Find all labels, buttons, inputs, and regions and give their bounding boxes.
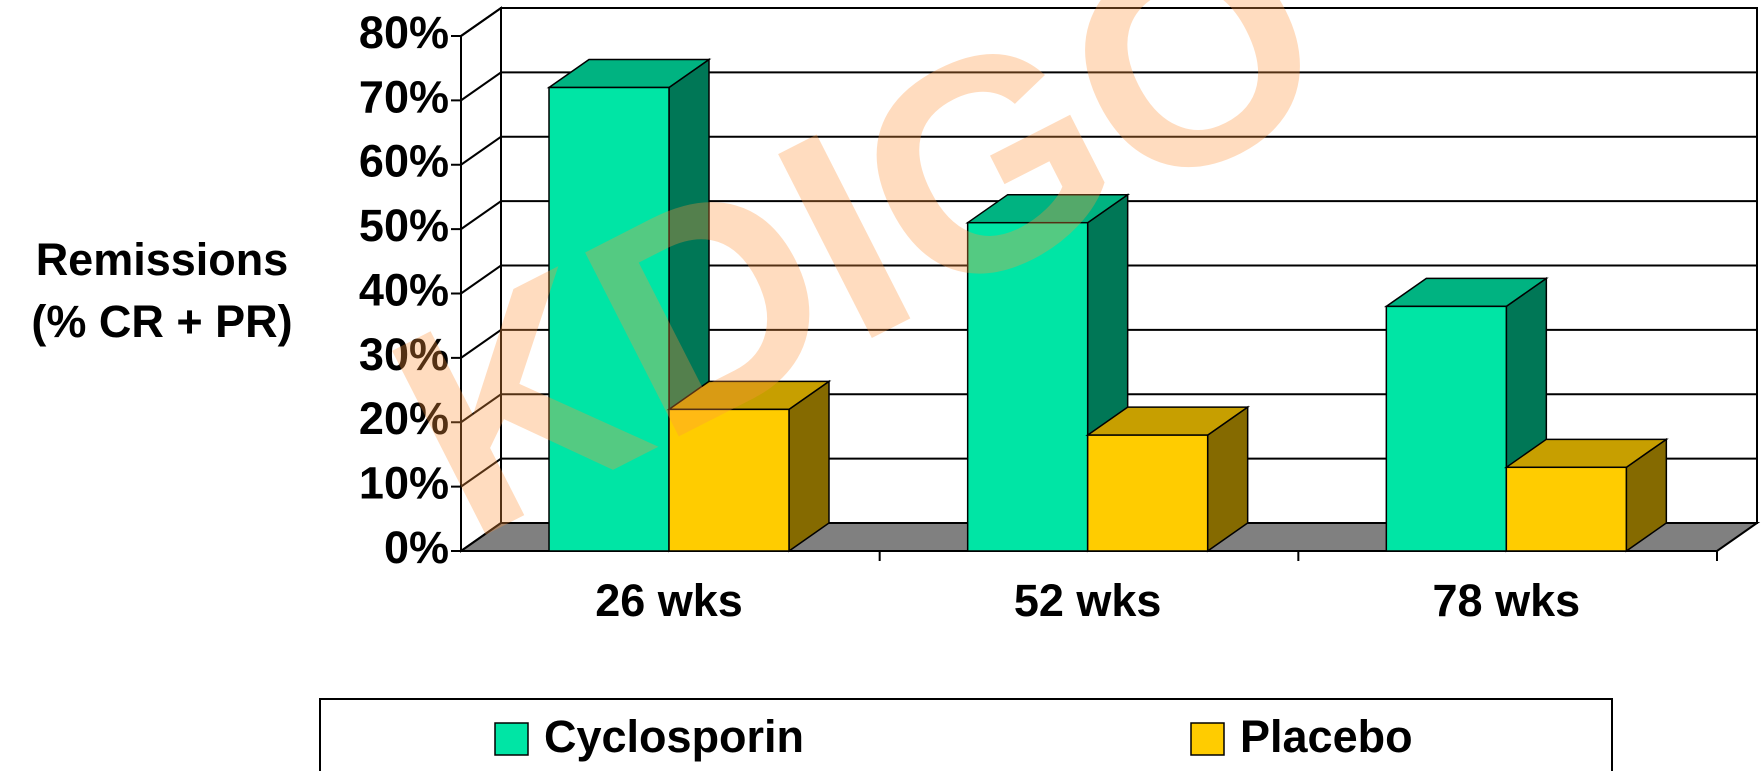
bar-front [1385,305,1508,552]
y-tick-label: 0% [384,522,449,573]
y-axis-label-line: (% CR + PR) [31,296,292,347]
legend-label: Placebo [1240,711,1413,762]
grid-line [460,457,1757,488]
y-tick-label: 10% [359,458,449,509]
bar [666,379,832,553]
y-axis-label: Remissions (% CR + PR) [31,234,292,347]
grid-line [460,7,1757,37]
grid-line [460,71,1757,102]
legend-box [319,698,1613,771]
x-tick-label: 78 wks [1433,575,1581,626]
bar-front [1505,466,1628,552]
grid-line [460,328,1757,359]
bar-front [966,221,1089,552]
bar-front [548,86,670,552]
legend-swatch [494,722,529,756]
y-tick-label: 80% [359,7,449,58]
grid-line [460,393,1757,424]
legend-label: Cyclosporin [544,711,804,762]
grid-line [460,264,1757,295]
y-axis-label-line: Remissions [36,234,289,285]
y-tick-label: 40% [359,264,449,315]
bar-front [668,408,790,552]
grid-line [460,200,1757,230]
x-tick-label: 52 wks [1014,575,1162,626]
y-tick-label: 70% [359,71,449,122]
grid-line [460,135,1757,166]
y-tick-label: 50% [359,200,449,251]
x-tick-label: 26 wks [595,575,743,626]
y-tick-label: 30% [359,329,449,380]
legend-swatch [1190,722,1225,756]
y-tick-label: 60% [359,136,449,187]
bar-front [1086,434,1209,552]
y-tick-label: 20% [359,393,449,444]
bar [1085,405,1251,553]
bar [1503,437,1669,553]
